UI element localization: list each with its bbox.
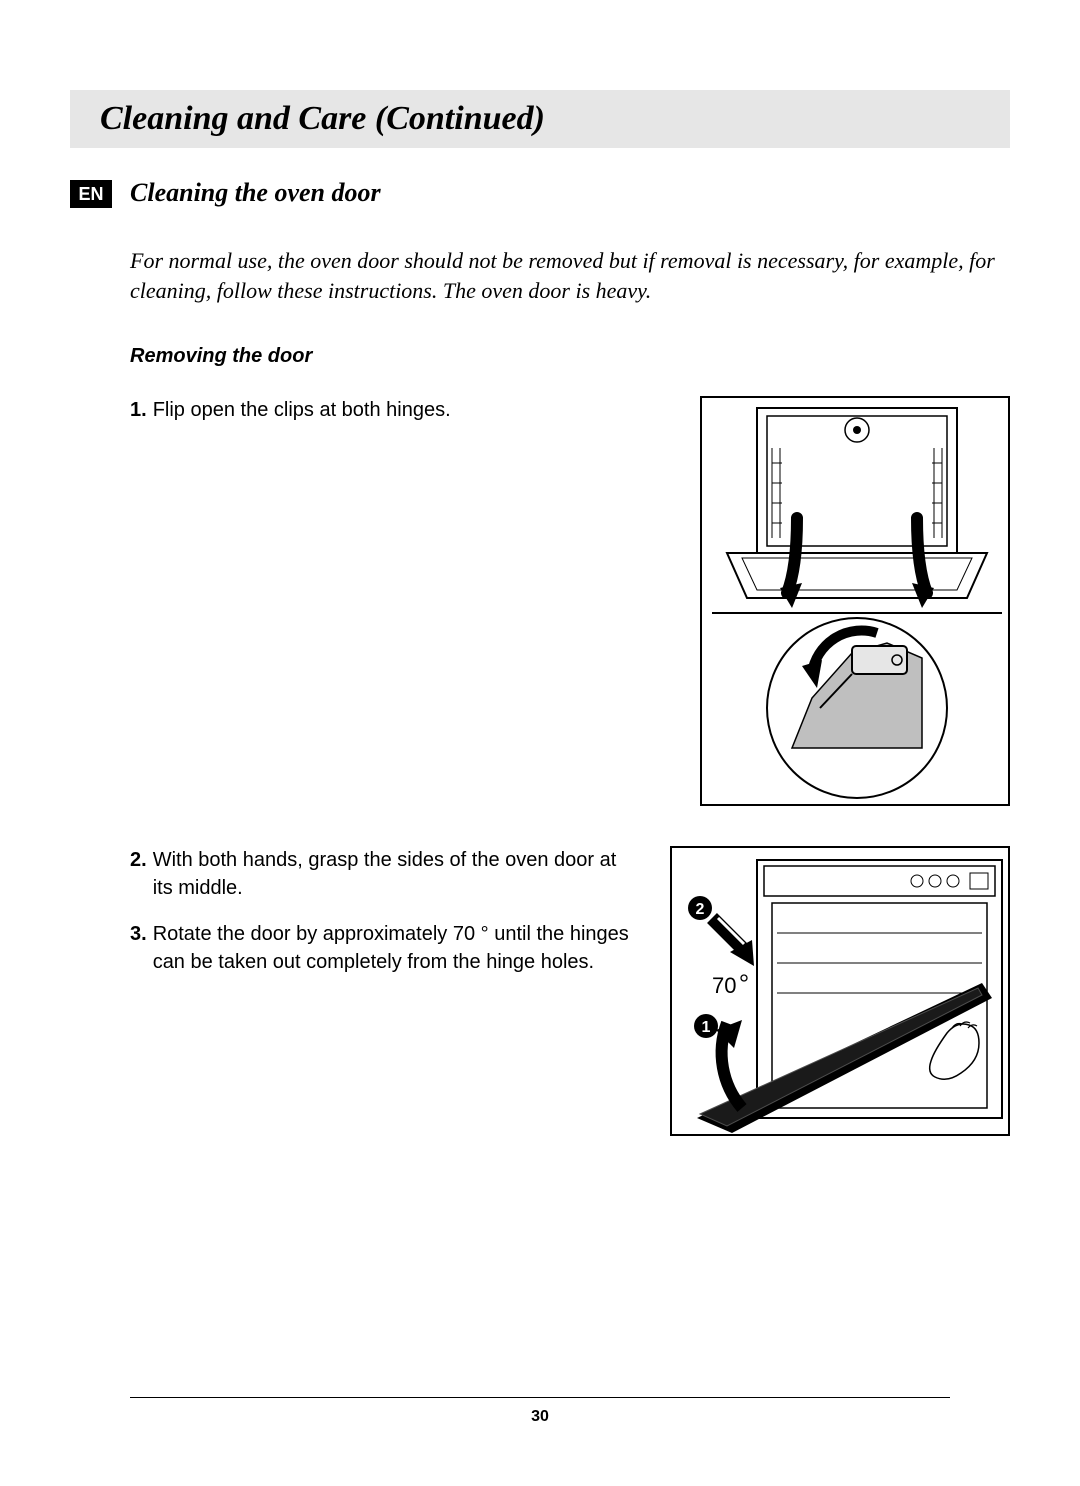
illustration-1 xyxy=(700,396,1010,806)
page-footer: 30 xyxy=(70,1397,1010,1426)
illus2-badge-1: 1 xyxy=(702,1019,711,1036)
page-number: 30 xyxy=(70,1408,1010,1426)
step-3-text: Rotate the door by approximately 70 ° un… xyxy=(153,920,640,976)
step-3-number: 3. xyxy=(130,920,147,976)
step-2-text: With both hands, grasp the sides of the … xyxy=(153,846,640,902)
step-1: 1. Flip open the clips at both hinges. xyxy=(130,396,670,424)
illus2-angle-label: 70 xyxy=(712,973,736,998)
illustration-2-col: 2 70 1 xyxy=(670,846,1010,1136)
step-3: 3. Rotate the door by approximately 70 °… xyxy=(130,920,640,976)
step-1-text: Flip open the clips at both hinges. xyxy=(153,396,451,424)
step-1-number: 1. xyxy=(130,396,147,424)
step-2: 2. With both hands, grasp the sides of t… xyxy=(130,846,640,902)
illus2-badge-2: 2 xyxy=(696,901,705,918)
step-2-3-row: 2. With both hands, grasp the sides of t… xyxy=(130,846,1010,1136)
illustration-2: 2 70 1 xyxy=(670,846,1010,1136)
step-1-text-col: 1. Flip open the clips at both hinges. xyxy=(130,396,670,442)
footer-rule xyxy=(130,1397,950,1398)
procedure-title: Removing the door xyxy=(130,345,1010,368)
language-badge: EN xyxy=(70,180,112,208)
section-title: Cleaning and Care (Continued) xyxy=(100,100,990,138)
step-2-3-text-col: 2. With both hands, grasp the sides of t… xyxy=(130,846,640,994)
intro-paragraph: For normal use, the oven door should not… xyxy=(130,246,1010,305)
section-header-bar: Cleaning and Care (Continued) xyxy=(70,90,1010,148)
subsection-row: EN Cleaning the oven door xyxy=(70,178,1010,226)
subsection-title: Cleaning the oven door xyxy=(130,178,381,208)
step-1-row: 1. Flip open the clips at both hinges. xyxy=(130,396,1010,806)
step-2-number: 2. xyxy=(130,846,147,902)
illustration-1-col xyxy=(700,396,1010,806)
